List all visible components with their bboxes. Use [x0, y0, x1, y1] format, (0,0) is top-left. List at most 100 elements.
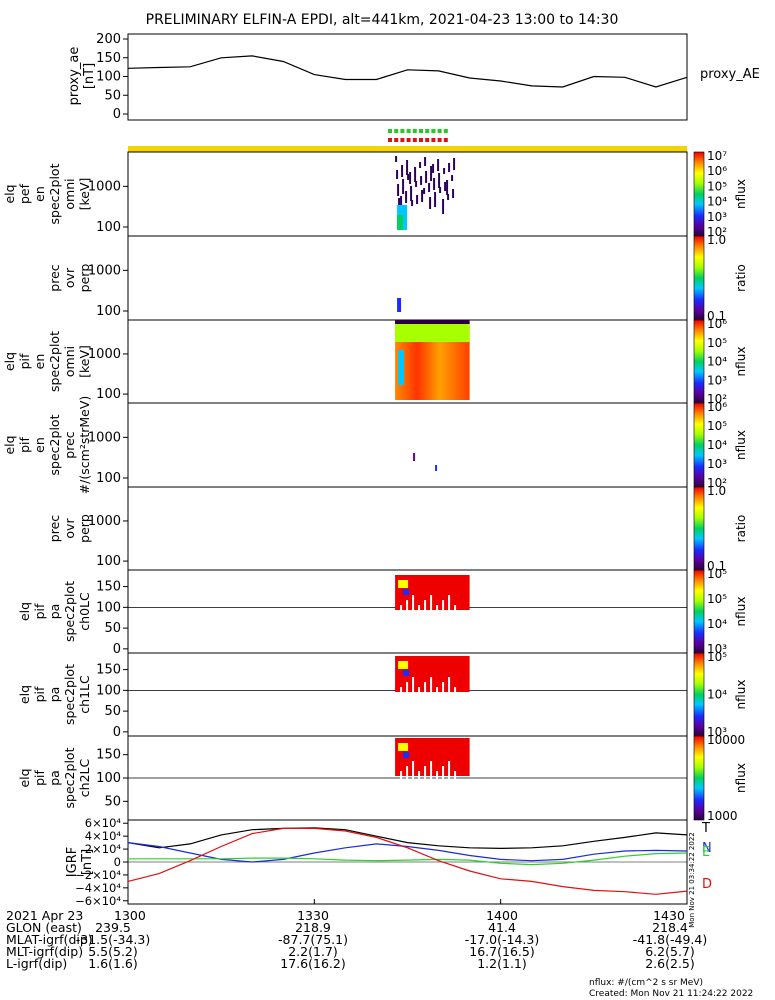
panel-ylabel-line: prec	[62, 431, 77, 458]
igrf-legend-N: N	[702, 841, 712, 856]
panel-ylabel-line: prec	[47, 515, 62, 542]
footer-value: 1400	[486, 908, 518, 923]
proxy-ae-legend: proxy_AE	[700, 67, 760, 82]
colorbar-tick-label: 0.1	[707, 309, 726, 323]
colorbar-p2: 1.0 0.1 ratio	[693, 233, 748, 323]
top-ytick-label: 0	[113, 107, 121, 122]
panel-ylabel-line: spec2plot	[62, 581, 77, 642]
spectro-speck	[395, 156, 398, 162]
spectro-pa-gap	[424, 766, 427, 784]
spectro-pa-gap	[430, 677, 433, 701]
colorbar-tick-label: 10000	[707, 733, 745, 747]
panel-ytick-label: 0	[113, 642, 121, 657]
marker-dot-green	[419, 129, 423, 133]
spectro-speck	[407, 174, 410, 180]
spectro-pa-gap	[442, 766, 445, 784]
panel-ylabel-line: pif	[17, 436, 32, 452]
colorbar-p5: 1.0 0.1 ratio	[693, 484, 748, 573]
colorbar-label: ratio	[734, 264, 748, 292]
marker-dot-green	[437, 129, 442, 133]
igrf-ylabel-line: IGRF	[65, 847, 80, 877]
panel-ylabel-line: spec2plot	[62, 747, 77, 808]
spectro-speck	[410, 186, 413, 201]
colorbar-p4: 10⁶ 10⁵ 10⁴ 10³ 10² nflux	[693, 400, 748, 490]
spectro-pa-yellow	[398, 743, 409, 751]
spectro-ratio-mark	[397, 298, 402, 312]
colorbar-tick-label: 10⁶	[707, 317, 727, 331]
colorbar-label: nflux	[734, 179, 748, 209]
panel-ytick-label: 150	[96, 580, 121, 595]
colorbar-gradient	[693, 402, 705, 488]
colorbar-tick-label: 10⁴	[707, 355, 727, 369]
panel-ytick-label: 50	[104, 794, 121, 809]
panel-ytick-label: 100	[96, 771, 121, 786]
colorbar-label: nflux	[734, 763, 748, 793]
top-ylabel-line: [nT]	[82, 63, 97, 89]
colorbar-label: nflux	[734, 430, 748, 460]
spectro-speck	[420, 176, 423, 185]
panel-ylabel-line: elq	[17, 768, 32, 787]
colorbar-tick-label: 10⁵	[707, 567, 727, 581]
chart-title: PRELIMINARY ELFIN-A EPDI, alt=441km, 202…	[146, 12, 619, 28]
panel-ytick-label: 50	[104, 704, 121, 719]
panel-ytick-label: 100	[96, 304, 121, 319]
panel-ylabel-line: ch1LC	[77, 675, 92, 714]
footer-row-label: MLAT-igrf(dip)	[6, 932, 93, 947]
spectro-pa-gap	[418, 687, 421, 699]
spectro-pa-gap	[430, 595, 433, 619]
marker-dot-green	[412, 129, 417, 133]
spectro-pa-gap	[454, 687, 457, 699]
spectro-speck	[452, 189, 455, 198]
colorbar-tick-label: 10⁵	[707, 592, 727, 606]
spectro-speck	[409, 172, 412, 184]
colorbar-tick-label: 10²	[707, 225, 727, 239]
footer-value: 1330	[297, 908, 329, 923]
marker-dot-red	[400, 138, 405, 142]
footer-value: 2.2(1.7)	[288, 944, 338, 959]
igrf-ytick-label: −6×10⁴	[75, 894, 121, 908]
footer-table: 2021 Apr 23 1300 1330 1400 1430 GLON (east) 23…	[6, 899, 707, 971]
spectro-speck	[433, 178, 436, 190]
spectrogram-panel-p7: 150 100 50 0 elq pif pa spec2plot ch1LC	[17, 652, 688, 740]
spectrogram-panel-p4: 1000 100 elq pif en spec2plot prec #/(scm²strMe…	[2, 396, 688, 494]
spectro-speck	[400, 196, 403, 205]
spectro-pa-yellow	[398, 580, 409, 588]
spectro-speck	[396, 170, 399, 179]
panel-ytick-label: 1000	[88, 263, 121, 278]
spectro-pa-gap	[430, 761, 433, 785]
spectro-pa-gap	[406, 682, 409, 700]
spectro-speck	[442, 199, 445, 214]
colorbar-tick-label: 10³	[707, 725, 727, 739]
footer-value: 239.5	[95, 920, 131, 935]
panel-ylabel-line: pa	[47, 770, 62, 786]
spectro-pa-gap	[454, 771, 457, 783]
marker-dot-red	[431, 138, 436, 142]
spectro-pa-gap	[448, 595, 451, 619]
proxy-ae-line	[127, 55, 688, 88]
marker-dot-red	[406, 138, 411, 142]
panel-ylabel-line: ovr	[62, 267, 77, 288]
marker-dot-red	[419, 138, 423, 142]
footer-value: 1.2(1.1)	[477, 956, 527, 971]
colorbar-gradient	[693, 652, 705, 737]
panel-ytick-label: 150	[96, 748, 121, 763]
panel-ylabel-line: ch2LC	[77, 759, 92, 798]
spectro-speck	[428, 183, 431, 192]
panel-ytick-label: 1000	[88, 179, 121, 194]
igrf-ytick-label: 6×10⁴	[85, 816, 122, 830]
spectro-pa-gap	[400, 605, 403, 617]
spectro-speck	[429, 197, 432, 209]
footer-value: 1.6(1.6)	[88, 956, 138, 971]
spectro-speck	[424, 157, 427, 166]
spectro-pa-gap	[442, 600, 445, 618]
colorbar-tick-label: 10⁵	[707, 650, 727, 664]
colorbar-p7: 10⁵ 10⁴ 10³ nflux	[693, 650, 748, 739]
marker-dot-red	[388, 138, 392, 142]
igrf-line-D	[127, 827, 688, 895]
spectro-speck	[411, 200, 414, 206]
igrf-line-N	[127, 842, 688, 863]
igrf-ytick-label: −4×10⁴	[75, 881, 121, 895]
marker-dot-green	[388, 129, 392, 133]
igrf-ylabel-line: [nT]	[80, 849, 95, 875]
